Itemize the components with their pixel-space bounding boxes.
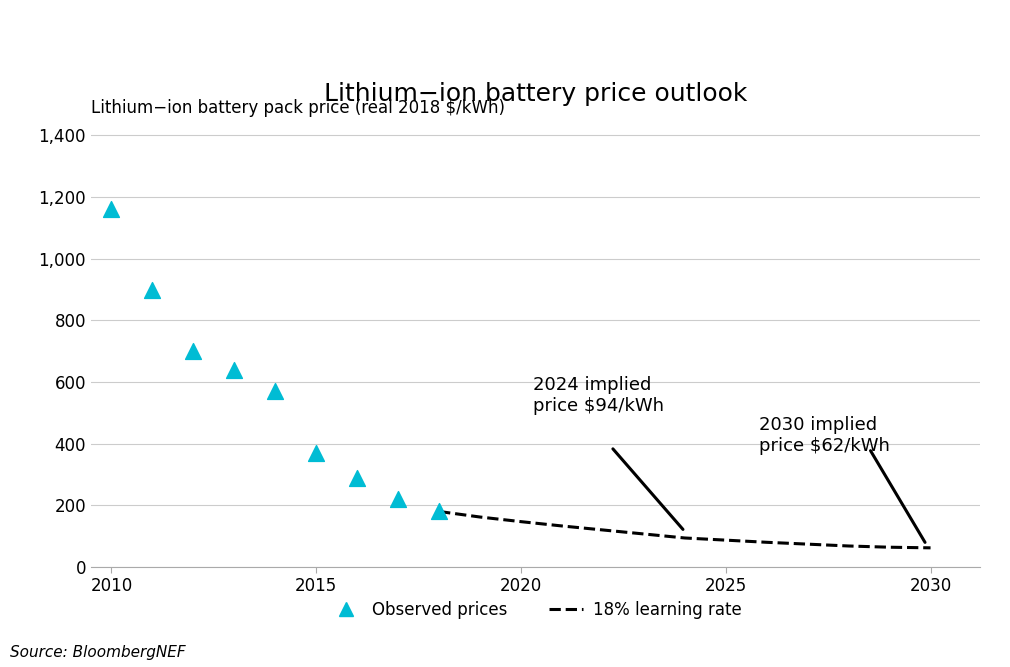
Observed prices <box>390 494 406 504</box>
Observed prices <box>144 284 161 295</box>
Observed prices <box>431 506 447 517</box>
18% learning rate <box>761 538 773 546</box>
Text: 2030 implied
price $62/kWh: 2030 implied price $62/kWh <box>759 416 890 455</box>
Observed prices <box>349 472 366 483</box>
Observed prices <box>185 346 201 357</box>
Observed prices <box>226 364 242 375</box>
Observed prices <box>308 448 324 458</box>
18% learning rate <box>842 542 854 550</box>
18% learning rate <box>884 543 896 551</box>
Text: Source: BloombergNEF: Source: BloombergNEF <box>10 646 186 660</box>
18% learning rate <box>720 536 732 544</box>
18% learning rate <box>433 508 445 516</box>
18% learning rate <box>802 540 814 548</box>
18% learning rate <box>474 513 486 521</box>
Text: Lithium−ion battery pack price (real 2018 $/kWh): Lithium−ion battery pack price (real 201… <box>91 99 505 117</box>
Legend: Observed prices, 18% learning rate: Observed prices, 18% learning rate <box>322 594 748 626</box>
18% learning rate <box>679 534 691 542</box>
18% learning rate <box>637 530 649 538</box>
Observed prices <box>103 204 119 215</box>
18% learning rate <box>556 522 568 530</box>
Line: 18% learning rate: 18% learning rate <box>439 512 930 548</box>
18% learning rate <box>597 526 609 534</box>
Title: Lithium−ion battery price outlook: Lithium−ion battery price outlook <box>323 81 747 105</box>
Observed prices <box>267 386 283 397</box>
18% learning rate <box>924 544 936 552</box>
Text: 2024 implied
price $94/kWh: 2024 implied price $94/kWh <box>533 376 665 415</box>
18% learning rate <box>515 518 527 526</box>
